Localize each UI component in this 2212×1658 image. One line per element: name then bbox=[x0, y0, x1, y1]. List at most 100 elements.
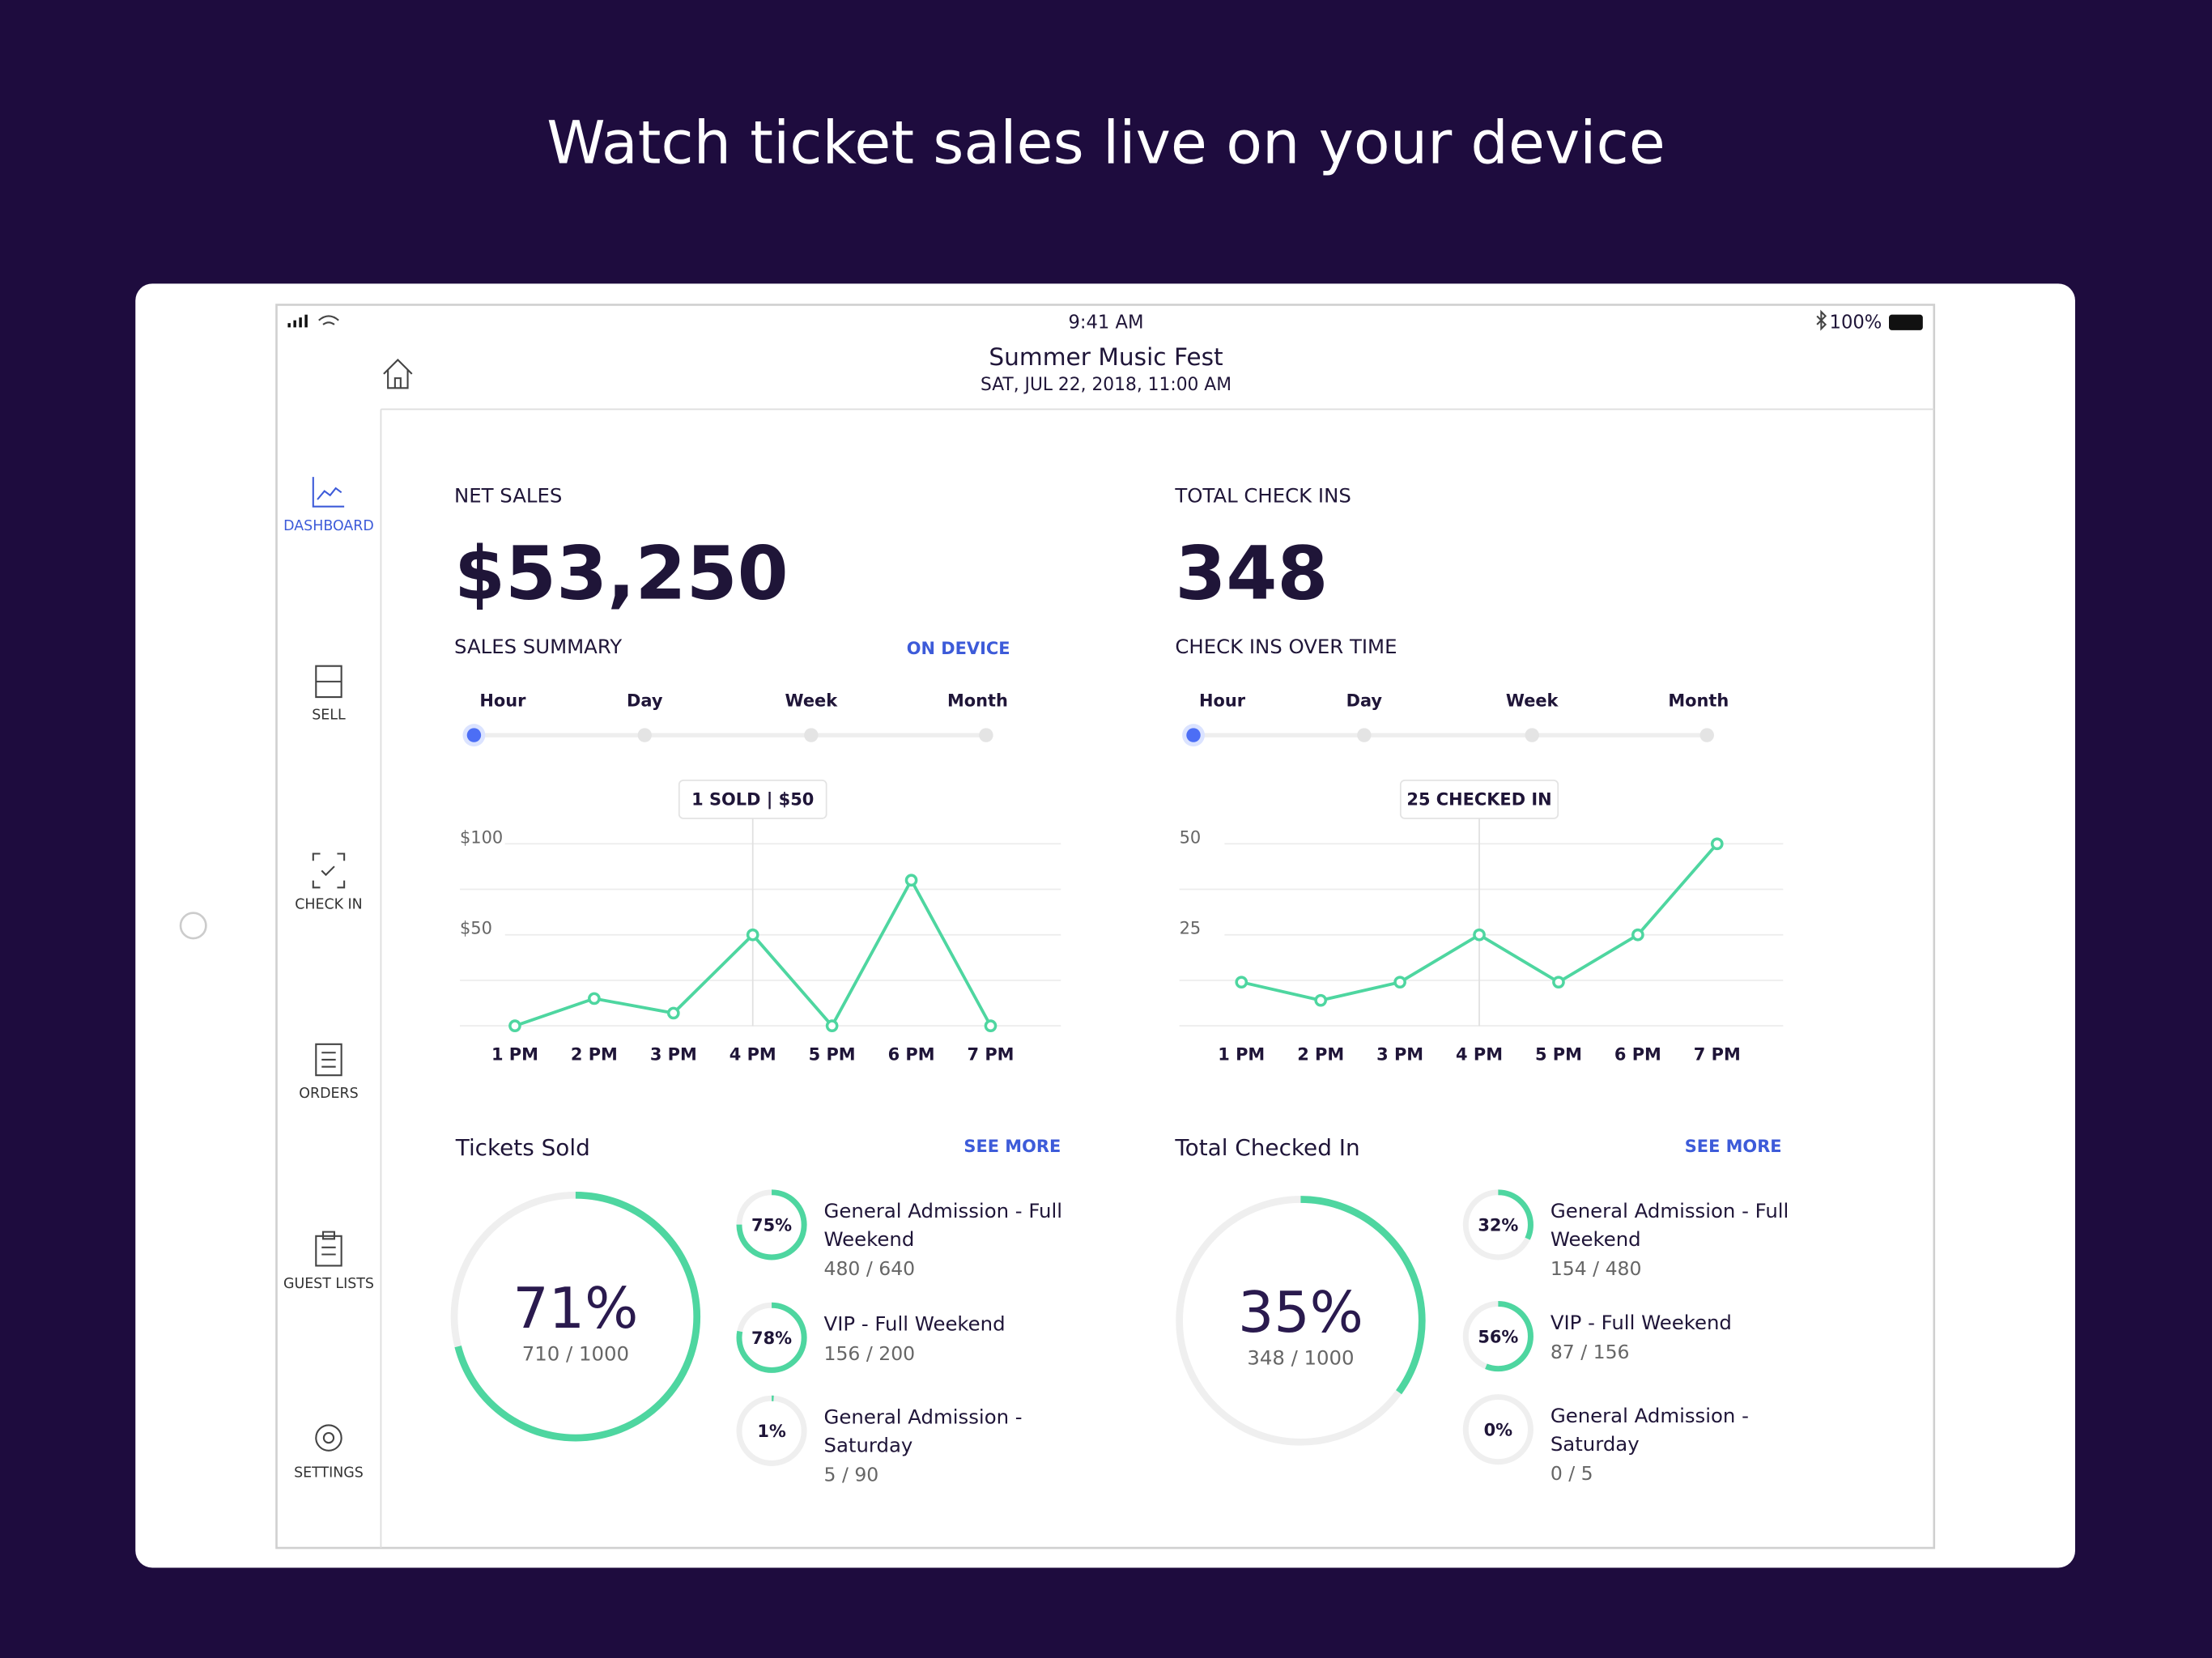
donut-percent: 35% bbox=[1238, 1280, 1363, 1346]
donut-arc bbox=[450, 1191, 701, 1442]
see-more-link[interactable]: SEE MORE bbox=[963, 1137, 1061, 1156]
nav-label[interactable]: CHECK IN bbox=[295, 896, 362, 912]
nav-label[interactable]: ORDERS bbox=[299, 1086, 358, 1102]
signal bbox=[287, 314, 308, 328]
donut-arc bbox=[736, 1395, 807, 1466]
donut-arc bbox=[736, 1302, 807, 1373]
item-count: 87 / 156 bbox=[1551, 1341, 1630, 1363]
range-dot[interactable] bbox=[1357, 728, 1372, 742]
orders-icon[interactable] bbox=[315, 1043, 342, 1077]
x-tick-label: 3 PM bbox=[650, 1045, 697, 1065]
net-sales-label: NET SALES bbox=[454, 484, 562, 508]
item-name: General Admission - Full bbox=[824, 1199, 1062, 1222]
battery-text: 100% bbox=[1830, 312, 1882, 334]
range-label[interactable]: Week bbox=[785, 691, 839, 710]
donut-count: 710 / 1000 bbox=[522, 1341, 629, 1365]
x-tick-label: 6 PM bbox=[1614, 1045, 1661, 1065]
event-title: Summer Music Fest bbox=[989, 343, 1223, 371]
nav-label[interactable]: GUEST LISTS bbox=[283, 1276, 374, 1292]
x-tick-label: 7 PM bbox=[1694, 1045, 1741, 1065]
range-dot[interactable] bbox=[804, 728, 819, 742]
donut-count: 348 / 1000 bbox=[1247, 1346, 1354, 1369]
x-tick-label: 1 PM bbox=[1218, 1045, 1265, 1065]
headline: Watch ticket sales live on your device bbox=[547, 108, 1665, 177]
range-dot[interactable] bbox=[979, 728, 993, 742]
nav-label[interactable]: SELL bbox=[312, 708, 346, 724]
dashboard-icon[interactable] bbox=[312, 477, 345, 508]
chart-title: CHECK INS OVER TIME bbox=[1175, 635, 1397, 658]
item-name: General Admission - bbox=[824, 1405, 1023, 1429]
point bbox=[1235, 976, 1249, 989]
y-tick-label: $50 bbox=[460, 919, 492, 938]
sell-icon[interactable] bbox=[315, 665, 342, 699]
x-tick-label: 2 PM bbox=[571, 1045, 618, 1065]
x-tick-label: 5 PM bbox=[809, 1045, 856, 1065]
donut-arc bbox=[1462, 1189, 1534, 1261]
x-tick-label: 7 PM bbox=[968, 1045, 1015, 1065]
item-name: Weekend bbox=[1551, 1227, 1641, 1251]
range-label[interactable]: Month bbox=[1668, 691, 1729, 710]
point bbox=[1393, 976, 1406, 989]
x-tick-label: 4 PM bbox=[1456, 1045, 1503, 1065]
point bbox=[1473, 928, 1486, 942]
screen bbox=[275, 304, 1936, 1550]
item-count: 5 / 90 bbox=[824, 1464, 879, 1486]
annotation-label: 25 CHECKED IN bbox=[1406, 789, 1551, 809]
annotation-label: 1 SOLD | $50 bbox=[691, 789, 814, 810]
annotation-box bbox=[1399, 779, 1559, 819]
range-label[interactable]: Week bbox=[1506, 691, 1559, 710]
guest-lists-icon[interactable] bbox=[315, 1231, 342, 1267]
bluetooth-icon bbox=[1816, 309, 1827, 331]
donut-percent: 71% bbox=[513, 1276, 638, 1341]
range-dot[interactable] bbox=[637, 728, 652, 742]
item-name: Saturday bbox=[824, 1434, 913, 1457]
section-title: Total Checked In bbox=[1174, 1134, 1359, 1161]
range-label[interactable]: Hour bbox=[479, 691, 526, 710]
item-name: Saturday bbox=[1551, 1432, 1640, 1456]
point bbox=[1710, 837, 1724, 851]
range-label[interactable]: Month bbox=[947, 691, 1008, 710]
item-percent: 1% bbox=[757, 1422, 786, 1441]
item-percent: 56% bbox=[1478, 1327, 1518, 1346]
home-button[interactable] bbox=[179, 912, 207, 940]
item-percent: 75% bbox=[751, 1216, 792, 1235]
point bbox=[588, 992, 601, 1005]
point bbox=[508, 1019, 521, 1032]
point bbox=[825, 1019, 839, 1032]
nav-label[interactable]: DASHBOARD bbox=[283, 518, 374, 534]
x-tick-label: 2 PM bbox=[1297, 1045, 1344, 1065]
range-dot-selected[interactable] bbox=[1186, 728, 1201, 742]
range-dot[interactable] bbox=[1525, 728, 1539, 742]
x-tick-label: 4 PM bbox=[730, 1045, 776, 1065]
range-label[interactable]: Hour bbox=[1199, 691, 1246, 710]
point bbox=[1631, 928, 1644, 942]
point bbox=[984, 1019, 998, 1032]
point bbox=[1314, 993, 1328, 1007]
chart-title: SALES SUMMARY bbox=[454, 635, 622, 658]
item-name: Weekend bbox=[824, 1227, 915, 1251]
home-icon[interactable] bbox=[383, 358, 413, 389]
point bbox=[1552, 976, 1565, 989]
range-label[interactable]: Day bbox=[1346, 691, 1383, 710]
item-count: 480 / 640 bbox=[824, 1257, 916, 1280]
x-tick-label: 3 PM bbox=[1376, 1045, 1423, 1065]
nav-label[interactable]: SETTINGS bbox=[294, 1465, 364, 1482]
donut-track bbox=[1462, 1394, 1534, 1465]
item-name: VIP - Full Weekend bbox=[824, 1312, 1006, 1336]
on-device-link[interactable]: ON DEVICE bbox=[907, 639, 1010, 658]
range-dot[interactable] bbox=[1699, 728, 1714, 742]
range-label[interactable]: Day bbox=[627, 691, 663, 710]
item-count: 156 / 200 bbox=[824, 1342, 916, 1365]
see-more-link[interactable]: SEE MORE bbox=[1685, 1137, 1782, 1156]
check-ins-label: TOTAL CHECK INS bbox=[1174, 484, 1351, 508]
section-title: Tickets Sold bbox=[455, 1134, 590, 1161]
event-date: SAT, JUL 22, 2018, 11:00 AM bbox=[981, 375, 1231, 395]
check-in-icon[interactable] bbox=[312, 852, 346, 889]
check-ins-value: 348 bbox=[1175, 532, 1328, 617]
range-dot-selected[interactable] bbox=[466, 728, 482, 742]
settings-icon[interactable] bbox=[315, 1424, 342, 1452]
donut-arc bbox=[1176, 1196, 1426, 1446]
annotation-box bbox=[678, 779, 827, 819]
item-percent: 0% bbox=[1484, 1420, 1513, 1439]
wifi-icon bbox=[318, 315, 339, 325]
